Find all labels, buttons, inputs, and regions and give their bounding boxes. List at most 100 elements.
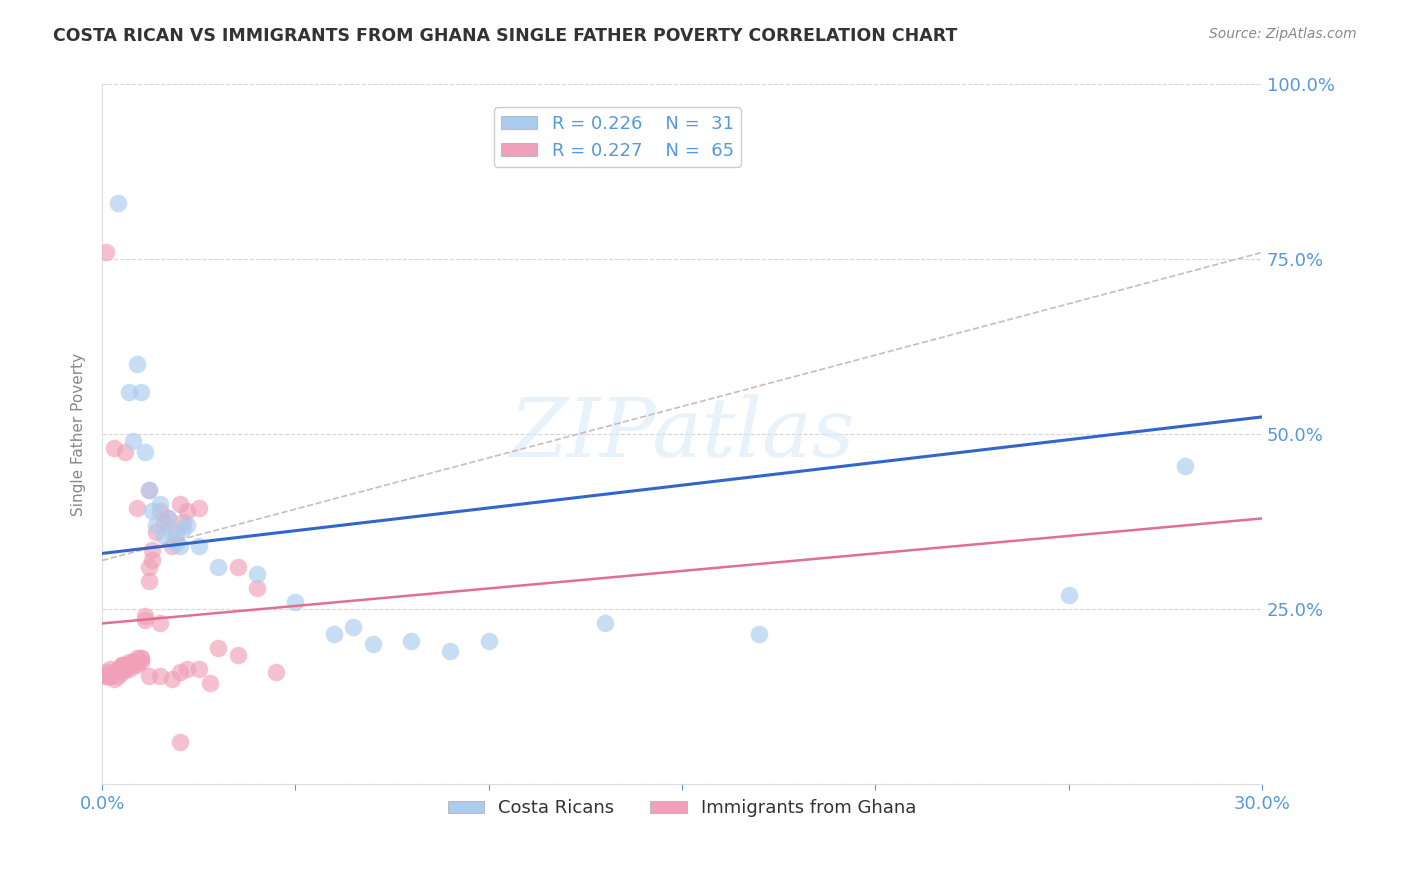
Point bbox=[122, 658, 145, 673]
Point bbox=[134, 609, 156, 624]
Point bbox=[342, 620, 364, 634]
Point bbox=[129, 385, 152, 400]
Point bbox=[160, 525, 183, 540]
Point bbox=[145, 525, 167, 540]
Point bbox=[107, 669, 129, 683]
Point bbox=[1057, 589, 1080, 603]
Point bbox=[169, 498, 191, 512]
Point bbox=[110, 658, 132, 673]
Point bbox=[103, 665, 125, 680]
Point bbox=[246, 567, 269, 582]
Point bbox=[439, 644, 461, 658]
Point bbox=[110, 658, 132, 673]
Point bbox=[156, 511, 179, 525]
Point bbox=[145, 518, 167, 533]
Point bbox=[129, 651, 152, 665]
Text: COSTA RICAN VS IMMIGRANTS FROM GHANA SINGLE FATHER POVERTY CORRELATION CHART: COSTA RICAN VS IMMIGRANTS FROM GHANA SIN… bbox=[53, 27, 957, 45]
Point bbox=[187, 540, 209, 554]
Point bbox=[284, 595, 307, 609]
Point bbox=[169, 540, 191, 554]
Point bbox=[125, 651, 148, 665]
Point bbox=[401, 634, 423, 648]
Point bbox=[176, 518, 198, 533]
Point bbox=[118, 385, 141, 400]
Point bbox=[103, 673, 125, 687]
Point bbox=[122, 434, 145, 449]
Point bbox=[207, 640, 229, 655]
Point bbox=[176, 662, 198, 676]
Text: Source: ZipAtlas.com: Source: ZipAtlas.com bbox=[1209, 27, 1357, 41]
Point bbox=[114, 658, 136, 673]
Point bbox=[165, 536, 187, 550]
Point bbox=[149, 616, 172, 631]
Point bbox=[200, 676, 222, 690]
Point bbox=[94, 669, 117, 683]
Point bbox=[94, 669, 117, 683]
Point bbox=[98, 669, 121, 683]
Point bbox=[160, 673, 183, 687]
Point bbox=[125, 655, 148, 669]
Point bbox=[187, 500, 209, 515]
Point bbox=[153, 529, 176, 543]
Text: ZIPatlas: ZIPatlas bbox=[509, 394, 855, 475]
Point bbox=[478, 634, 501, 648]
Point bbox=[103, 665, 125, 680]
Point bbox=[114, 662, 136, 676]
Point bbox=[98, 662, 121, 676]
Point bbox=[141, 553, 163, 567]
Point bbox=[110, 665, 132, 680]
Point bbox=[187, 662, 209, 676]
Point bbox=[107, 662, 129, 676]
Point bbox=[169, 735, 191, 749]
Point bbox=[114, 662, 136, 676]
Point bbox=[207, 560, 229, 574]
Point bbox=[1174, 458, 1197, 473]
Point bbox=[149, 669, 172, 683]
Point bbox=[122, 655, 145, 669]
Point bbox=[748, 627, 770, 641]
Point bbox=[141, 504, 163, 518]
Point bbox=[118, 655, 141, 669]
Legend: Costa Ricans, Immigrants from Ghana: Costa Ricans, Immigrants from Ghana bbox=[440, 792, 924, 824]
Point bbox=[160, 540, 183, 554]
Point bbox=[134, 613, 156, 627]
Point bbox=[323, 627, 346, 641]
Point bbox=[94, 665, 117, 680]
Y-axis label: Single Father Poverty: Single Father Poverty bbox=[72, 353, 86, 516]
Point bbox=[98, 669, 121, 683]
Point bbox=[118, 658, 141, 673]
Point bbox=[138, 574, 160, 589]
Point bbox=[138, 483, 160, 498]
Point bbox=[149, 504, 172, 518]
Point bbox=[141, 543, 163, 558]
Point bbox=[226, 560, 249, 574]
Point bbox=[169, 665, 191, 680]
Point bbox=[153, 515, 176, 529]
Point bbox=[172, 515, 194, 529]
Point bbox=[125, 500, 148, 515]
Point bbox=[138, 560, 160, 574]
Point bbox=[129, 655, 152, 669]
Point bbox=[118, 662, 141, 676]
Point bbox=[129, 651, 152, 665]
Point bbox=[172, 522, 194, 536]
Point bbox=[138, 669, 160, 683]
Point bbox=[156, 511, 179, 525]
Point bbox=[149, 498, 172, 512]
Point bbox=[125, 658, 148, 673]
Point bbox=[246, 582, 269, 596]
Point bbox=[103, 442, 125, 456]
Point bbox=[134, 445, 156, 459]
Point bbox=[107, 196, 129, 211]
Point bbox=[361, 637, 384, 651]
Point bbox=[593, 616, 616, 631]
Point bbox=[264, 665, 287, 680]
Point bbox=[125, 358, 148, 372]
Point bbox=[122, 655, 145, 669]
Point bbox=[114, 445, 136, 459]
Point bbox=[107, 662, 129, 676]
Point bbox=[165, 525, 187, 540]
Point bbox=[226, 648, 249, 662]
Point bbox=[94, 245, 117, 260]
Point bbox=[176, 504, 198, 518]
